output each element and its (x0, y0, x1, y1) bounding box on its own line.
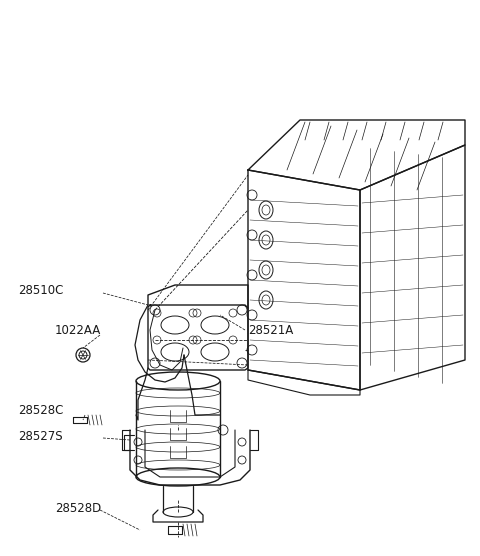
Text: 28510C: 28510C (18, 284, 63, 296)
Text: 28528D: 28528D (55, 502, 101, 514)
Text: 28527S: 28527S (18, 429, 62, 443)
Text: 1022AA: 1022AA (55, 324, 101, 336)
Text: 28528C: 28528C (18, 404, 63, 416)
Text: 28521A: 28521A (248, 324, 293, 336)
